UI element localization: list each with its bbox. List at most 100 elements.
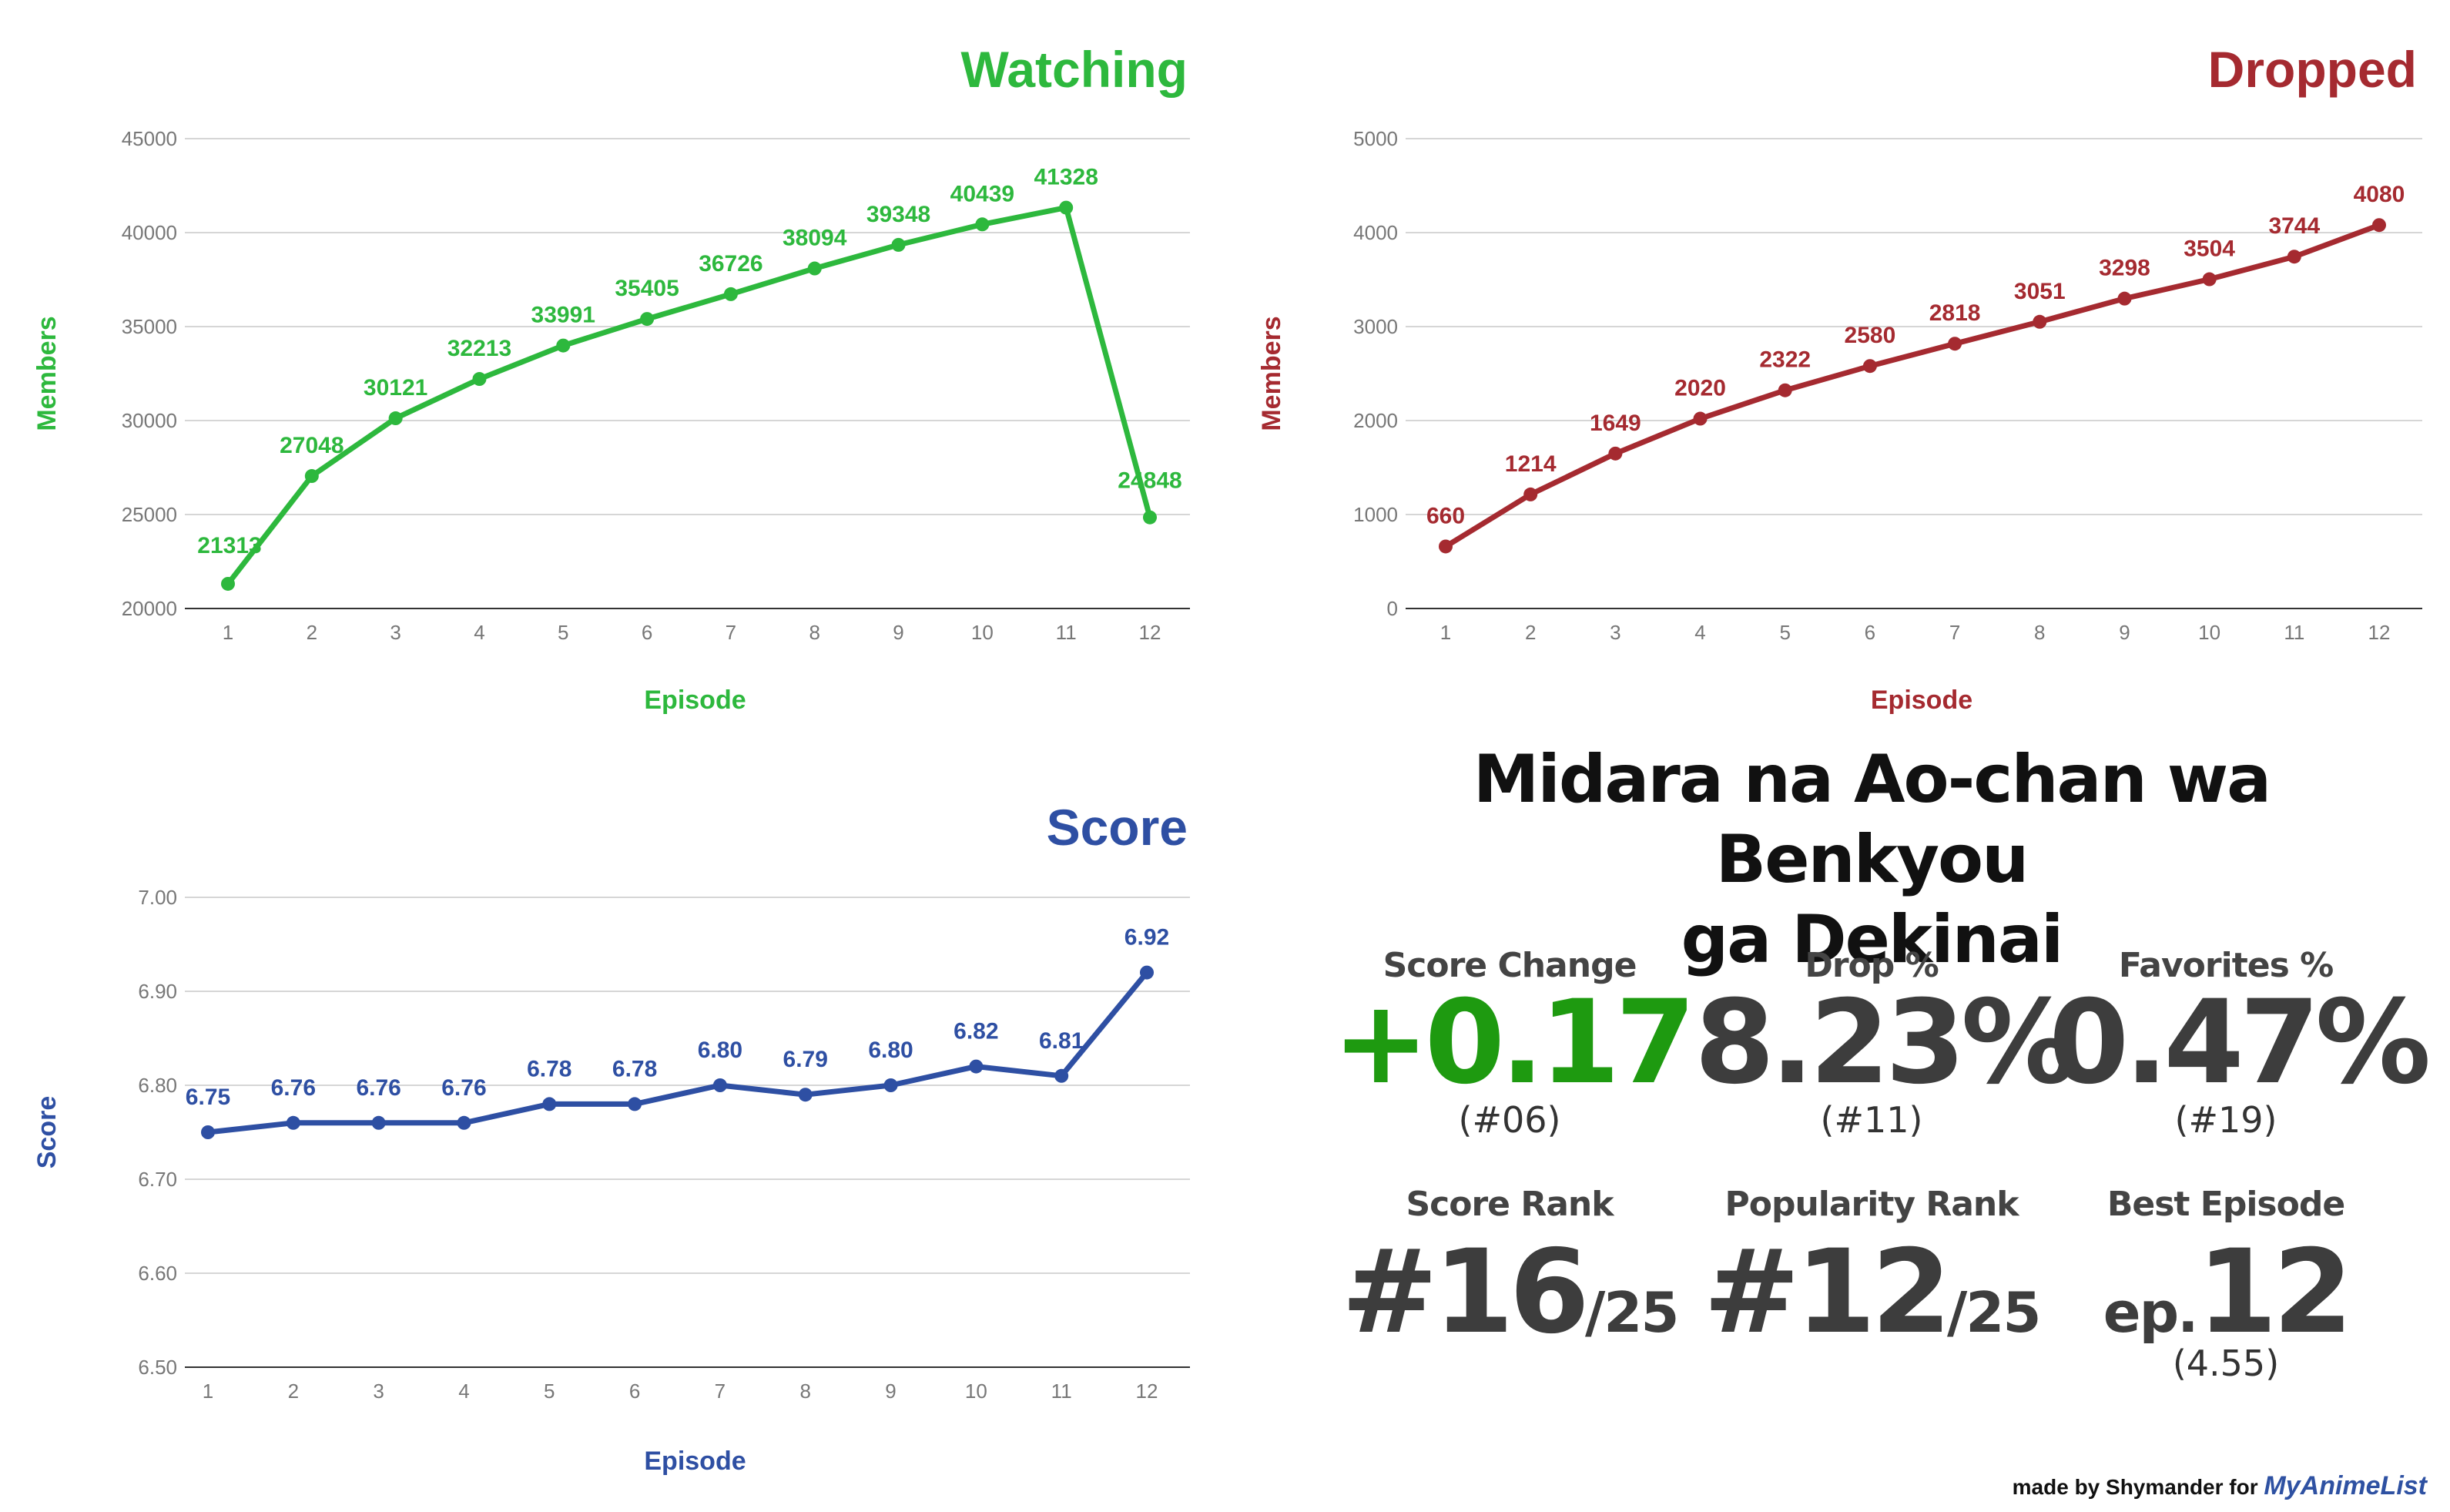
watching-data-label: 32213 bbox=[447, 336, 511, 361]
watching-data-point bbox=[723, 287, 738, 301]
score-data-point bbox=[1054, 1068, 1069, 1083]
dropped-series-line bbox=[1444, 222, 2381, 549]
best-episode-label: Best Episode bbox=[2106, 1185, 2345, 1224]
anime-title-line-1: Midara na Ao-chan wa Benkyou bbox=[1473, 741, 2271, 898]
score-x-axis-label: Episode bbox=[644, 1447, 746, 1476]
score-series-line bbox=[207, 971, 1149, 1135]
dropped-xtick-label: 6 bbox=[1865, 621, 1875, 644]
dropped-xtick-label: 2 bbox=[1525, 621, 1536, 644]
score-xtick-label: 7 bbox=[715, 1380, 726, 1403]
watching-data-point bbox=[640, 312, 655, 327]
score-ytick-label: 6.60 bbox=[138, 1262, 177, 1285]
score-ytick-label: 6.50 bbox=[138, 1356, 177, 1379]
dropped-data-label: 3504 bbox=[2184, 236, 2235, 262]
dropped-data-label: 2322 bbox=[1759, 347, 1811, 373]
score-data-point bbox=[798, 1088, 813, 1102]
watching-data-label: 36726 bbox=[699, 251, 762, 277]
dropped-chart-title: Dropped bbox=[2207, 41, 2417, 98]
watching-xtick-label: 5 bbox=[558, 621, 568, 644]
myanimelist-logo[interactable]: MyAnimeList bbox=[2264, 1471, 2427, 1500]
score-ytick-label: 6.70 bbox=[138, 1168, 177, 1191]
score-data-label: 6.75 bbox=[186, 1085, 230, 1110]
score-ytick-label: 6.90 bbox=[138, 980, 177, 1003]
score-ytick-label: 6.80 bbox=[138, 1074, 177, 1097]
dropped-x-axis-label: Episode bbox=[1871, 686, 1972, 715]
best-episode-stat: Best Episode ep.12 (4.55) bbox=[2049, 1185, 2403, 1383]
watching-data-point bbox=[891, 237, 906, 252]
dropped-data-point bbox=[2287, 250, 2301, 264]
score-rank-stat: Score Rank #16/25 bbox=[1332, 1185, 1687, 1350]
score-data-label: 6.78 bbox=[527, 1056, 571, 1081]
watching-data-point bbox=[304, 469, 319, 484]
watching-ytick-label: 20000 bbox=[122, 597, 177, 620]
credit-line: made by Shymander for MyAnimeList bbox=[2013, 1471, 2427, 1501]
dropped-data-label: 2020 bbox=[1674, 376, 1726, 401]
watching-data-label: 33991 bbox=[531, 303, 595, 328]
watching-data-point bbox=[556, 338, 571, 353]
dropped-ytick-label: 2000 bbox=[1353, 409, 1398, 432]
dropped-ytick-label: 4000 bbox=[1353, 221, 1398, 244]
watching-data-label: 24848 bbox=[1118, 468, 1181, 494]
score-data-label: 6.76 bbox=[356, 1075, 401, 1101]
score-xtick-label: 1 bbox=[203, 1380, 213, 1403]
score-xtick-label: 10 bbox=[965, 1380, 987, 1403]
dropped-data-point bbox=[1948, 337, 1962, 351]
watching-xtick-label: 1 bbox=[223, 621, 233, 644]
watching-series-line bbox=[226, 205, 1153, 586]
watching-ytick-label: 25000 bbox=[122, 503, 177, 526]
watching-data-point bbox=[1059, 200, 1074, 215]
dropped-chart: Dropped 0 1000 2000 3000 4000 5000 1 2 3 4 5 6 7 8 9 10… bbox=[1225, 0, 2450, 739]
score-data-point bbox=[286, 1115, 300, 1130]
dropped-data-label: 2580 bbox=[1845, 323, 1896, 348]
score-data-label: 6.92 bbox=[1124, 925, 1169, 950]
score-rank-total: /25 bbox=[1584, 1280, 1679, 1345]
dropped-xtick-label: 7 bbox=[1949, 621, 1960, 644]
score-data-point bbox=[883, 1078, 898, 1092]
watching-chart-title: Watching bbox=[960, 41, 1188, 98]
score-xtick-label: 4 bbox=[458, 1380, 469, 1403]
score-y-axis-label: Score bbox=[32, 1096, 62, 1169]
score-data-point bbox=[1140, 965, 1154, 980]
score-data-point bbox=[201, 1125, 215, 1139]
watching-xtick-label: 9 bbox=[893, 621, 903, 644]
popularity-rank-value: #12 bbox=[1703, 1225, 1952, 1359]
score-chart: Score 6.50 6.60 6.70 6.80 6.90 7.00 1 2 3 4 5 6 7 8 9 1… bbox=[0, 739, 1225, 1512]
dropped-xtick-label: 12 bbox=[2368, 621, 2391, 644]
score-xtick-label: 8 bbox=[799, 1380, 810, 1403]
score-change-stat: Score Change +0.17 (#06) bbox=[1332, 946, 1696, 1139]
watching-xtick-label: 7 bbox=[726, 621, 736, 644]
score-data-label: 6.81 bbox=[1039, 1028, 1084, 1054]
score-chart-title: Score bbox=[1046, 799, 1188, 856]
score-xtick-label: 3 bbox=[373, 1380, 384, 1403]
watching-chart: Watching 20000 25000 30000 35000 40000 45000 1… bbox=[0, 0, 1225, 739]
score-xtick-label: 11 bbox=[1051, 1380, 1072, 1403]
dropped-data-point bbox=[2117, 291, 2132, 306]
dropped-data-label: 660 bbox=[1426, 503, 1465, 528]
dropped-y-axis-label: Members bbox=[1257, 316, 1286, 431]
watching-data-label: 35405 bbox=[615, 276, 679, 301]
popularity-rank-stat: Popularity Rank #12/25 bbox=[1694, 1185, 2049, 1350]
dropped-data-point bbox=[1608, 446, 1623, 461]
score-change-value: +0.17 bbox=[1332, 976, 1696, 1110]
watching-data-point bbox=[807, 261, 822, 276]
watching-xtick-label: 2 bbox=[307, 621, 317, 644]
score-change-label: Score Change bbox=[1383, 946, 1637, 985]
watching-ytick-label: 30000 bbox=[122, 409, 177, 432]
score-data-point bbox=[457, 1115, 471, 1130]
score-data-label: 6.78 bbox=[612, 1056, 657, 1081]
dropped-ytick-label: 1000 bbox=[1353, 503, 1398, 526]
watching-xtick-label: 11 bbox=[1056, 621, 1077, 644]
score-xtick-label: 5 bbox=[544, 1380, 555, 1403]
watching-xtick-label: 8 bbox=[809, 621, 819, 644]
score-rank-label: Score Rank bbox=[1406, 1185, 1614, 1224]
best-episode-prefix: ep. bbox=[2103, 1280, 2199, 1345]
favorites-percent-label: Favorites % bbox=[2118, 946, 2334, 985]
dropped-xtick-label: 5 bbox=[1779, 621, 1790, 644]
watching-data-point bbox=[221, 576, 235, 591]
favorites-percent-rank: (#19) bbox=[2174, 1099, 2277, 1141]
dropped-data-point bbox=[2033, 314, 2047, 329]
drop-percent-rank: (#11) bbox=[1820, 1099, 1923, 1141]
watching-data-point bbox=[1143, 510, 1157, 525]
